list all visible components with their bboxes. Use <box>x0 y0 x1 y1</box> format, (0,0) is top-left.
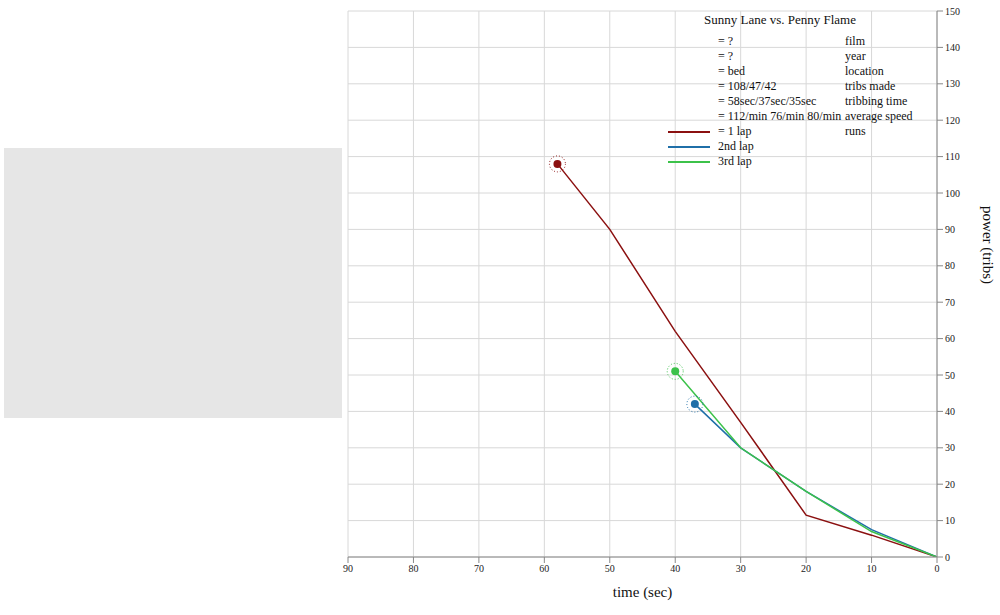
svg-text:90: 90 <box>945 224 955 235</box>
html-text:3rd lap: 3rd lap <box>718 154 752 168</box>
html-text:film: film <box>845 34 865 48</box>
svg-text:140: 140 <box>945 42 960 53</box>
svg-text:0: 0 <box>945 552 950 563</box>
html-text:average speed: average speed <box>845 109 913 123</box>
svg-text:120: 120 <box>945 115 960 126</box>
svg-text:10: 10 <box>945 515 955 526</box>
svg-text:time (sec): time (sec) <box>613 584 673 601</box>
svg-text:60: 60 <box>945 333 955 344</box>
html-text:= 58sec/37sec/35sec: = 58sec/37sec/35sec <box>718 94 817 108</box>
svg-text:150: 150 <box>945 6 960 17</box>
svg-text:70: 70 <box>945 297 955 308</box>
svg-text:30: 30 <box>945 442 955 453</box>
svg-text:10: 10 <box>867 563 877 574</box>
html-text:= 1 lap: = 1 lap <box>718 124 752 138</box>
svg-text:40: 40 <box>945 406 955 417</box>
svg-text:0: 0 <box>935 563 940 574</box>
svg-text:50: 50 <box>945 370 955 381</box>
html-text:= bed: = bed <box>718 64 746 78</box>
html-text:= 112/min 76/min 80/min: = 112/min 76/min 80/min <box>718 109 842 123</box>
html-text:location: location <box>845 64 884 78</box>
svg-text:80: 80 <box>945 260 955 271</box>
svg-text:20: 20 <box>945 479 955 490</box>
html-text:2nd lap: 2nd lap <box>718 139 754 153</box>
html-text:Sunny Lane vs. Penny Flame: Sunny Lane vs. Penny Flame <box>704 12 856 27</box>
html-text:year: year <box>845 49 866 63</box>
svg-text:100: 100 <box>945 188 960 199</box>
html-text:runs: runs <box>845 124 866 138</box>
svg-text:110: 110 <box>945 151 960 162</box>
html-text:tribbing time: tribbing time <box>845 94 908 108</box>
svg-text:40: 40 <box>670 563 680 574</box>
svg-text:60: 60 <box>539 563 549 574</box>
html-text:= 108/47/42: = 108/47/42 <box>718 79 777 93</box>
svg-text:20: 20 <box>801 563 811 574</box>
svg-text:30: 30 <box>736 563 746 574</box>
svg-text:90: 90 <box>343 563 353 574</box>
svg-text:130: 130 <box>945 78 960 89</box>
svg-text:50: 50 <box>605 563 615 574</box>
svg-text:80: 80 <box>408 563 418 574</box>
html-text:tribs made: tribs made <box>845 79 896 93</box>
svg-text:70: 70 <box>474 563 484 574</box>
svg-text:power (tribs): power (tribs) <box>979 206 996 284</box>
